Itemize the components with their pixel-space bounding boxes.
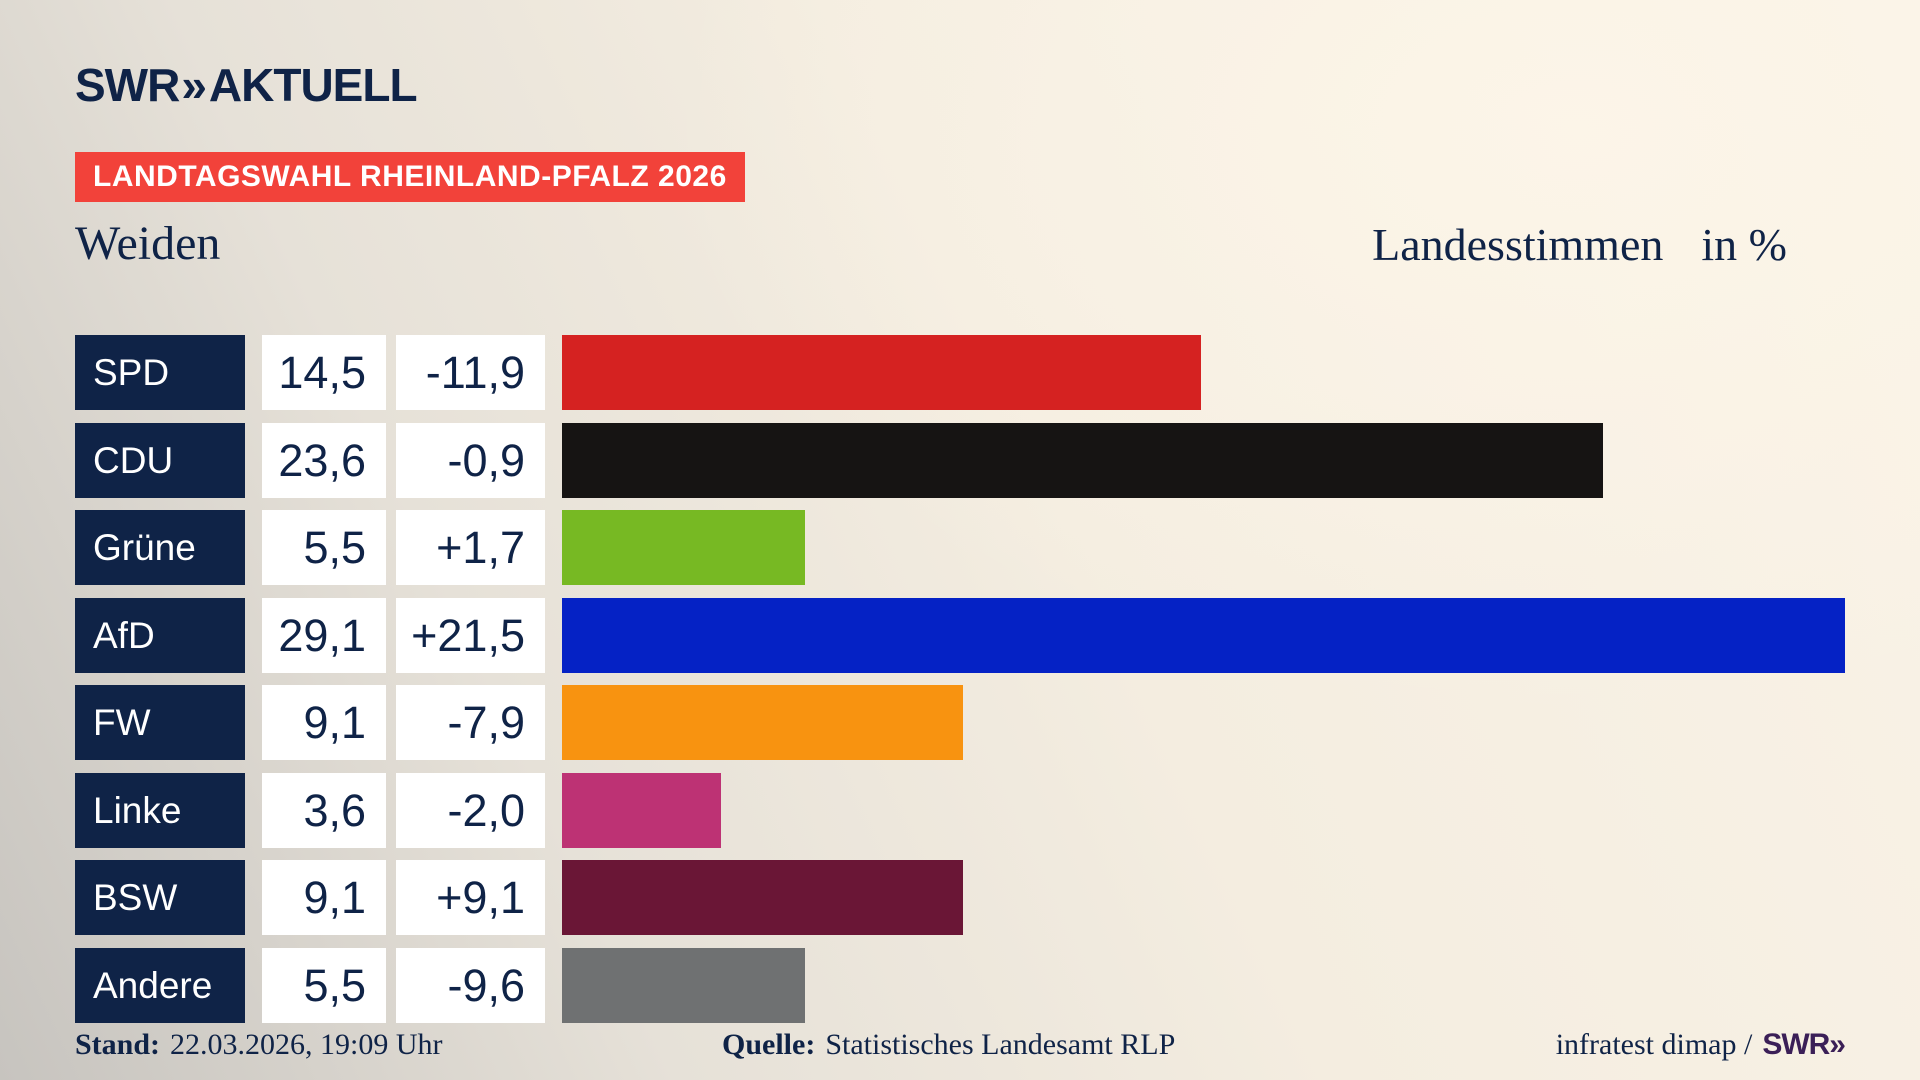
party-value: 29,1 (262, 597, 386, 673)
swr-aktuell-logo: SWR» AKTUELL (75, 59, 418, 111)
page-title: Weiden (75, 217, 221, 270)
party-value: 14,5 (262, 335, 386, 410)
stand-info: Stand: 22.03.2026, 19:09 Uhr (75, 1028, 443, 1062)
party-value: 23,6 (262, 422, 386, 498)
table-row: Andere 5,5 -9,6 (75, 947, 1920, 1023)
table-row: Grüne 5,5 +1,7 (75, 510, 1920, 585)
party-value: 5,5 (262, 510, 386, 585)
party-value: 9,1 (262, 685, 386, 760)
party-value: 3,6 (262, 772, 386, 848)
party-diff: +9,1 (396, 860, 545, 935)
source-info: Quelle: Statistisches Landesamt RLP (722, 1028, 1175, 1062)
party-value: 9,1 (262, 860, 386, 935)
party-label: AfD (75, 597, 245, 673)
column-header-main: Landesstimmen (1372, 219, 1664, 270)
party-diff: -0,9 (396, 422, 545, 498)
party-diff: -11,9 (396, 335, 545, 410)
swr-logo-small: SWR» (1762, 1028, 1846, 1061)
party-label: Grüne (75, 510, 245, 585)
party-bar (562, 422, 1603, 498)
results-list: SPD 14,5 -11,9 CDU 23,6 -0,9 Grüne 5,5 +… (75, 335, 1920, 1023)
party-value: 5,5 (262, 947, 386, 1023)
logo-swr-text: SWR (75, 59, 180, 111)
bar-area (562, 772, 1920, 848)
party-diff: +21,5 (396, 597, 545, 673)
source-value: Statistisches Landesamt RLP (825, 1028, 1176, 1061)
credit-info: infratest dimap / SWR» (1555, 1028, 1846, 1062)
party-label: BSW (75, 860, 245, 935)
source-label: Quelle: (722, 1028, 816, 1061)
logo-aktuell-text: AKTUELL (208, 59, 418, 111)
table-row: CDU 23,6 -0,9 (75, 422, 1920, 498)
bar-area (562, 947, 1920, 1023)
footer: Stand: 22.03.2026, 19:09 Uhr Quelle: Stati… (0, 1028, 1920, 1070)
party-label: Linke (75, 772, 245, 848)
election-badge: LANDTAGSWAHL RHEINLAND-PFALZ 2026 (75, 152, 745, 202)
table-row: Linke 3,6 -2,0 (75, 772, 1920, 848)
bar-area (562, 422, 1920, 498)
stand-label: Stand: (75, 1028, 161, 1061)
bar-area (562, 335, 1920, 410)
table-row: FW 9,1 -7,9 (75, 685, 1920, 760)
party-bar (562, 947, 805, 1023)
party-bar (562, 685, 964, 760)
party-bar (562, 860, 964, 935)
bar-area (562, 597, 1920, 673)
party-diff: -9,6 (396, 947, 545, 1023)
chevron-icon: » (181, 59, 207, 111)
credit-text: infratest dimap / (1555, 1028, 1753, 1061)
party-label: CDU (75, 422, 245, 498)
party-bar (562, 772, 721, 848)
table-row: SPD 14,5 -11,9 (75, 335, 1920, 410)
party-bar (562, 335, 1202, 410)
bar-area (562, 860, 1920, 935)
party-bar (562, 597, 1846, 673)
party-label: Andere (75, 947, 245, 1023)
bar-area (562, 685, 1920, 760)
table-row: BSW 9,1 +9,1 (75, 860, 1920, 935)
party-bar (562, 510, 805, 585)
party-label: SPD (75, 335, 245, 410)
bar-area (562, 510, 1920, 585)
column-header-unit: in % (1701, 219, 1787, 270)
party-label: FW (75, 685, 245, 760)
party-diff: -2,0 (396, 772, 545, 848)
party-diff: -7,9 (396, 685, 545, 760)
party-diff: +1,7 (396, 510, 545, 585)
stand-value: 22.03.2026, 19:09 Uhr (170, 1028, 443, 1061)
table-row: AfD 29,1 +21,5 (75, 597, 1920, 673)
column-header: Landesstimmen in % (1372, 218, 1787, 271)
